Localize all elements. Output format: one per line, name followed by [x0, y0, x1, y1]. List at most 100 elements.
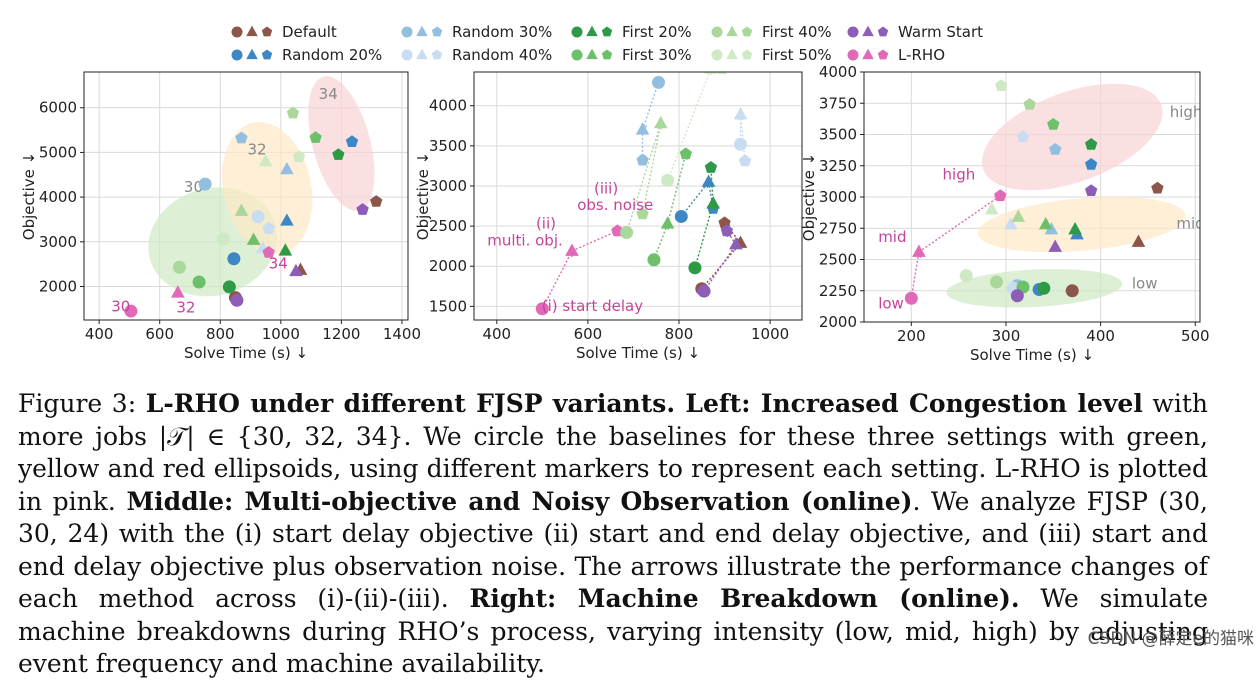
legend-entry-warm-start: Warm Start [847, 23, 983, 41]
y-tick-label: 3250 [819, 157, 857, 175]
point-first-40-34 [286, 106, 300, 119]
trajectory-point-triangle [653, 115, 668, 129]
point-label-low: low [878, 294, 904, 312]
legend-marker-triangle [726, 25, 738, 37]
point-first-40-mid [1011, 209, 1026, 222]
point-first-50-30 [216, 232, 230, 246]
point-first-50-mid [984, 202, 999, 215]
point-l-rho-34 [262, 246, 275, 258]
x-tick-label: 400 [85, 325, 114, 343]
trajectory-point-pentagon [720, 224, 733, 237]
trajectory-point-pentagon [704, 161, 718, 173]
trajectory-point-triangle [701, 174, 716, 187]
trajectory-point-circle [674, 209, 688, 223]
ellipse-34 [308, 76, 375, 211]
annotation-obs-noise: obs. noise [577, 196, 653, 214]
y-tick-label: 2500 [429, 217, 467, 235]
point-first-50-34 [292, 150, 306, 163]
point-first-20-34 [332, 148, 345, 160]
trajectory-arrow [701, 242, 742, 290]
legend-marker-circle [231, 49, 243, 61]
trajectory-first-50 [661, 72, 727, 187]
trajectory-arrow [680, 181, 710, 217]
x-tick-label: 1200 [322, 325, 360, 343]
legend-entry-first-20: First 20% [571, 23, 692, 41]
legend-marker-triangle [862, 48, 874, 60]
lrho-arrow [918, 195, 1001, 253]
y-tick-label: 3500 [429, 137, 467, 155]
y-tick-label: 2000 [39, 277, 77, 295]
x-tick-label: 400 [1086, 327, 1115, 345]
legend-marker-triangle [862, 25, 874, 37]
plot-area: (i) start delay (ii)multi. obj. (iii)obs. … [487, 72, 752, 316]
point-l-rho-30 [124, 304, 138, 318]
point-l-rho-32 [171, 285, 185, 298]
trajectory-default [695, 216, 748, 296]
x-tick-label: 800 [206, 325, 235, 343]
legend-marker-pentagon [431, 49, 443, 60]
plot-area: low mid high low mid high [878, 79, 1203, 312]
legend-marker-pentagon [741, 49, 753, 60]
point-default-low [1065, 284, 1079, 298]
legend-marker-triangle [246, 48, 258, 60]
legend-marker-circle [571, 49, 583, 61]
lrho-arrow [910, 251, 920, 299]
legend-label: First 30% [622, 46, 692, 64]
point-warm-start-mid [1048, 239, 1063, 252]
trajectory-arrow [571, 230, 618, 252]
x-axis-label: Solve Time (s) ↓ [576, 344, 700, 362]
point-first-40-30 [172, 260, 186, 274]
point-first-20-low [1037, 281, 1051, 295]
x-tick-label: 800 [665, 325, 694, 343]
legend-marker-triangle [586, 25, 598, 37]
point-default-34 [370, 195, 383, 207]
point-warm-start-high [1085, 184, 1098, 196]
legend-marker-circle [711, 26, 723, 38]
legend-entry-random-30: Random 30% [401, 23, 552, 41]
point-first-50-high [995, 79, 1008, 91]
point-first-30-32 [246, 232, 261, 245]
x-tick-label: 1000 [751, 325, 789, 343]
legend-entry-l-rho: L-RHO [847, 46, 945, 64]
annotation--i-start-delay: (i) start delay [542, 297, 643, 315]
trajectory-point-circle [652, 75, 665, 89]
point-random-40-mid [1003, 217, 1018, 230]
y-tick-label: 3000 [39, 233, 77, 251]
y-tick-label: 3750 [819, 94, 857, 112]
legend: Default Random 20% Random 30% Random 40% Fir… [231, 23, 983, 64]
legend-marker-circle [401, 49, 413, 61]
legend-marker-pentagon [601, 49, 613, 60]
legend-marker-triangle [246, 25, 258, 37]
trajectory-point-circle [647, 253, 661, 267]
y-tick-label: 2000 [819, 313, 857, 331]
point-warm-start-34 [356, 203, 369, 215]
legend-entry-first-40: First 40% [711, 23, 832, 41]
legend-marker-pentagon [741, 26, 753, 37]
trajectory-arrow [653, 223, 669, 261]
trajectory-arrow [641, 123, 662, 215]
trajectory-arrow [666, 153, 687, 224]
point-warm-start-low [1010, 289, 1024, 303]
point-first-20-32 [278, 243, 293, 256]
legend-entry-random-40: Random 40% [401, 46, 552, 64]
legend-label: First 20% [622, 23, 692, 41]
legend-entry-first-50: First 50% [711, 46, 832, 64]
right-panel-machine-breakdown: low mid high low mid high 200 300 400 500 2000 2250… [800, 63, 1210, 364]
figure-caption: Figure 3: L-RHO under different FJSP var… [18, 388, 1208, 681]
legend-label: L-RHO [898, 46, 945, 64]
point-first-30-34 [309, 131, 322, 143]
plot-frame [473, 71, 803, 321]
legend-label: Random 40% [452, 46, 552, 64]
ellipse-label-high: high [1170, 103, 1203, 121]
legend-label: Warm Start [898, 23, 983, 41]
legend-marker-pentagon [877, 49, 889, 60]
legend-marker-pentagon [877, 26, 889, 37]
watermark: CSDN @薛定e的猫咪 [1087, 629, 1254, 649]
y-tick-label: 1500 [429, 297, 467, 315]
y-tick-label: 2500 [819, 251, 857, 269]
y-tick-label: 3000 [429, 177, 467, 195]
y-tick-label: 2750 [819, 219, 857, 237]
point-first-40-32 [234, 203, 249, 216]
caption-fig-label: Figure 3: [18, 389, 146, 418]
y-tick-label: 4000 [819, 63, 857, 81]
